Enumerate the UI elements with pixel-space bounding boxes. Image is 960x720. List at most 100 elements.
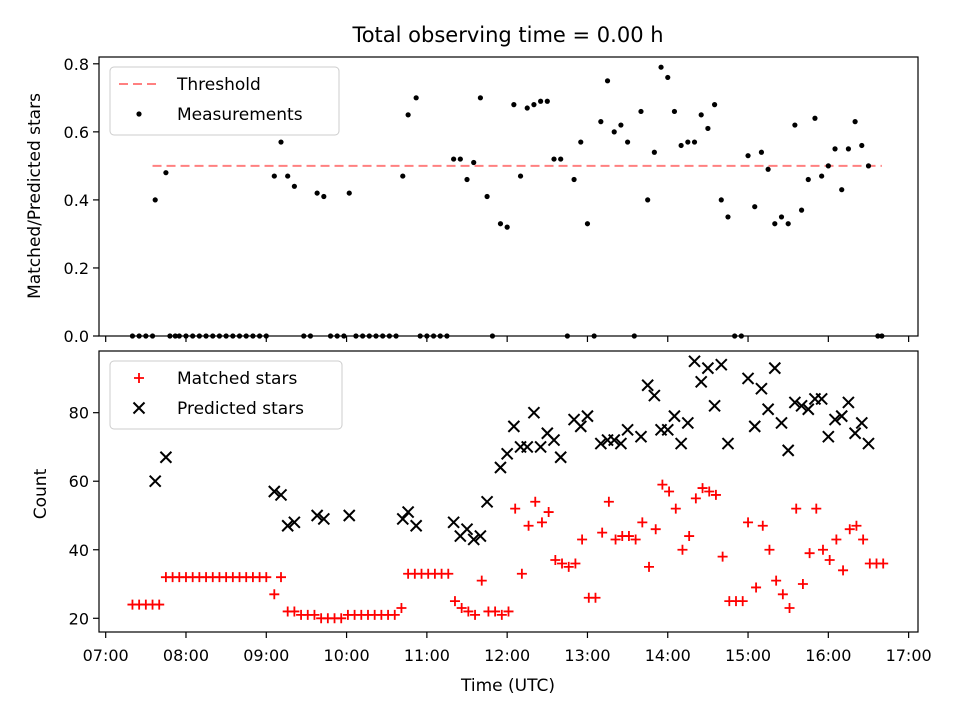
data-point bbox=[705, 125, 711, 132]
data-point bbox=[630, 534, 641, 545]
data-point bbox=[581, 409, 594, 423]
y-tick-label: 40 bbox=[69, 541, 89, 560]
series-0 bbox=[127, 479, 889, 624]
data-point bbox=[638, 108, 644, 115]
data-point bbox=[645, 197, 651, 203]
data-point bbox=[460, 522, 474, 536]
x-axis-label: Time (UTC) bbox=[460, 676, 555, 696]
data-point bbox=[694, 375, 708, 389]
data-point bbox=[771, 575, 782, 586]
data-point bbox=[878, 558, 889, 569]
y-axis-label-ratio: Matched/Predicted stars bbox=[25, 93, 45, 299]
data-point bbox=[721, 437, 735, 450]
data-point bbox=[507, 420, 521, 433]
data-point bbox=[314, 190, 320, 196]
data-point bbox=[684, 531, 695, 542]
data-point bbox=[708, 399, 721, 413]
data-point bbox=[490, 606, 501, 617]
data-point bbox=[574, 420, 587, 433]
legend-label: Predicted stars bbox=[177, 399, 304, 419]
data-point bbox=[400, 173, 406, 179]
data-point bbox=[690, 493, 701, 504]
data-point bbox=[784, 603, 795, 614]
data-point bbox=[570, 558, 581, 569]
x-tick-label: 07:00 bbox=[83, 646, 129, 665]
data-point bbox=[725, 214, 731, 220]
legend-label: Threshold bbox=[176, 75, 261, 95]
data-point bbox=[554, 451, 567, 464]
data-point bbox=[717, 551, 728, 562]
y-tick-label: 80 bbox=[69, 404, 89, 423]
data-point bbox=[670, 503, 681, 514]
data-point bbox=[625, 139, 631, 145]
data-point bbox=[664, 486, 675, 497]
plot-frame bbox=[98, 350, 919, 633]
data-point bbox=[704, 486, 715, 497]
x-tick-label: 13:00 bbox=[564, 646, 610, 665]
data-point bbox=[467, 533, 480, 546]
data-point bbox=[804, 548, 815, 559]
data-point bbox=[644, 561, 655, 572]
data-point bbox=[550, 555, 561, 566]
x-tick-label: 16:00 bbox=[805, 646, 851, 665]
data-point bbox=[815, 392, 828, 406]
data-point bbox=[603, 496, 614, 507]
data-point bbox=[285, 173, 291, 179]
data-point bbox=[484, 193, 490, 200]
data-point bbox=[563, 561, 574, 572]
data-point bbox=[524, 105, 530, 111]
x-tick-label: 17:00 bbox=[886, 646, 932, 665]
data-point bbox=[648, 389, 661, 402]
data-point bbox=[715, 358, 728, 371]
data-point bbox=[409, 519, 423, 532]
data-point bbox=[764, 544, 775, 555]
data-point bbox=[845, 146, 852, 152]
data-point bbox=[336, 613, 347, 624]
x-tick-label: 11:00 bbox=[404, 646, 450, 665]
data-point bbox=[551, 156, 557, 162]
data-point bbox=[811, 503, 822, 514]
legend-box bbox=[109, 360, 343, 430]
data-point bbox=[812, 115, 818, 121]
data-point bbox=[571, 176, 577, 183]
data-point bbox=[832, 146, 838, 152]
data-point bbox=[496, 609, 507, 620]
data-point bbox=[822, 430, 835, 443]
data-point bbox=[474, 529, 487, 543]
data-point bbox=[865, 163, 872, 169]
x-tick-label: 10:00 bbox=[324, 646, 370, 665]
data-point bbox=[271, 173, 277, 179]
x-tick-label: 15:00 bbox=[725, 646, 771, 665]
data-point bbox=[276, 572, 286, 583]
legend-box bbox=[109, 66, 340, 136]
x-tick-label: 09:00 bbox=[243, 646, 289, 665]
data-point bbox=[788, 396, 802, 409]
data-point bbox=[396, 512, 409, 526]
legend: Matched stars Predicted stars bbox=[109, 360, 343, 430]
data-point bbox=[855, 416, 869, 430]
data-point bbox=[697, 483, 708, 494]
y-tick-label: 0.0 bbox=[64, 327, 89, 346]
data-point bbox=[737, 596, 748, 607]
data-point bbox=[511, 102, 517, 108]
data-point bbox=[751, 582, 762, 593]
data-point bbox=[851, 520, 862, 531]
data-point bbox=[401, 505, 415, 519]
data-point bbox=[413, 95, 419, 101]
data-point bbox=[657, 479, 668, 490]
data-point bbox=[661, 423, 674, 437]
data-point bbox=[480, 495, 494, 508]
data-point bbox=[641, 379, 654, 392]
data-point bbox=[658, 64, 664, 70]
data-point bbox=[637, 517, 648, 528]
data-point bbox=[343, 509, 356, 522]
data-point bbox=[778, 214, 785, 220]
data-point bbox=[471, 159, 477, 166]
data-point bbox=[835, 409, 848, 423]
data-point bbox=[477, 95, 483, 101]
data-point bbox=[470, 609, 481, 620]
data-point bbox=[261, 572, 272, 583]
y-tick-label: 60 bbox=[69, 472, 89, 491]
legend: Threshold Measurements bbox=[109, 66, 340, 136]
data-point bbox=[802, 403, 815, 416]
